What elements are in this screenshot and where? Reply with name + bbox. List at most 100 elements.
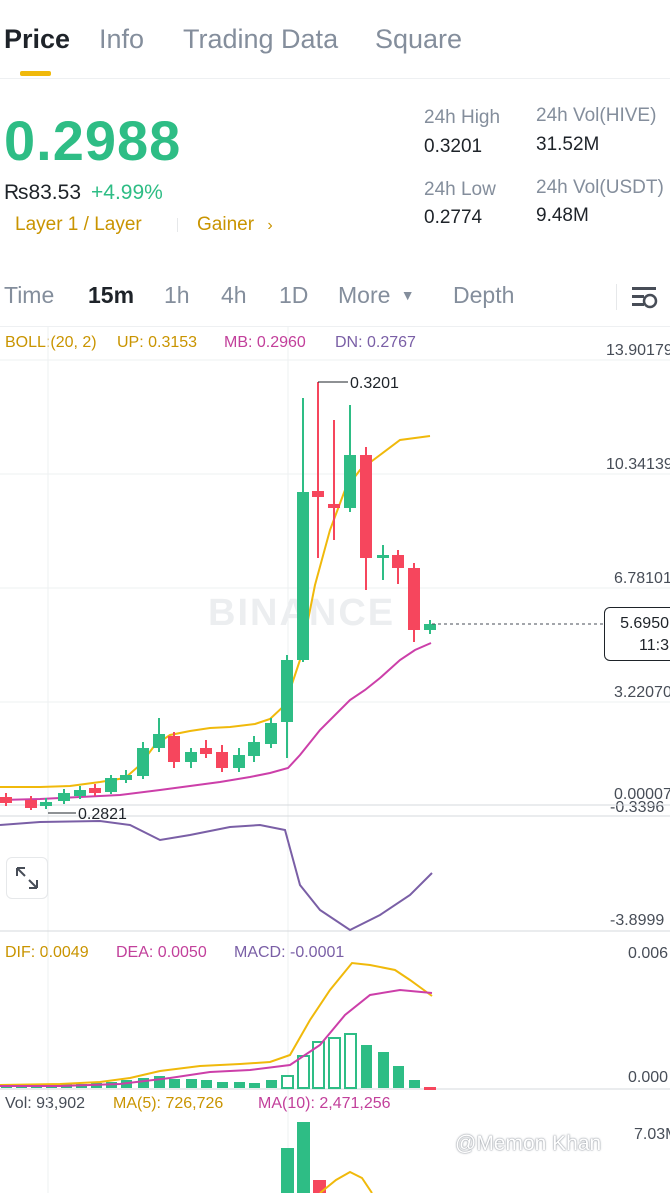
candle <box>424 620 436 634</box>
axis-main-4: 3.22070 <box>614 684 670 701</box>
candle <box>137 742 149 779</box>
active-tab-indicator <box>20 71 51 76</box>
vol-value: Vol: 93,902 <box>5 1095 86 1112</box>
macd-bar <box>281 1075 294 1089</box>
volume-bar <box>297 1122 310 1193</box>
candle-body <box>153 734 165 748</box>
candles <box>0 382 436 810</box>
macd-bar <box>297 1055 310 1089</box>
timeframe-more-label: More <box>338 282 391 308</box>
timeframe-15m[interactable]: 15m <box>88 282 135 308</box>
axis-main-1: 13.90179 <box>606 342 670 359</box>
high-label: 24h High <box>424 107 501 128</box>
boll-middle-line <box>0 642 432 801</box>
current-price-time: 11:3 <box>639 637 669 654</box>
macd-bar <box>217 1082 228 1088</box>
timeframe-depth[interactable]: Depth <box>453 282 515 308</box>
candle <box>297 398 309 662</box>
candle-body <box>89 788 101 793</box>
candle <box>216 745 228 772</box>
candle-body <box>297 492 309 660</box>
macd-bar <box>234 1082 245 1088</box>
macd-dif-line <box>0 961 433 1086</box>
chevron-right-icon: › <box>267 217 273 234</box>
volume-bar <box>281 1148 294 1193</box>
axis-sub-1: -0.3396 <box>610 799 665 816</box>
macd-dea: DEA: 0.0050 <box>116 944 207 961</box>
timeframe-time[interactable]: Time <box>4 282 55 308</box>
candle <box>408 563 420 642</box>
expand-chart-button[interactable] <box>6 857 48 899</box>
candle <box>153 718 165 752</box>
vol-quote-value: 9.48M <box>536 205 589 226</box>
candle-body <box>120 775 132 780</box>
boll-up: UP: 0.3153 <box>117 334 198 351</box>
gainer-tag-label: Gainer <box>197 214 255 235</box>
top-tabs: Price Info Trading Data Square <box>0 0 670 79</box>
candle <box>40 798 52 809</box>
panel-separators <box>0 804 670 1090</box>
macd-bar <box>378 1052 389 1088</box>
candle <box>281 655 293 758</box>
tab-trading-data[interactable]: Trading Data <box>183 24 339 54</box>
timeframe-more[interactable]: More ▼ <box>338 282 415 309</box>
candle-body <box>200 748 212 754</box>
high-annotation: 0.3201 <box>350 375 399 392</box>
macd-bar <box>328 1037 341 1089</box>
vol-base-value: 31.52M <box>536 134 600 155</box>
vol-ma10: MA(10): 2,471,256 <box>258 1095 391 1112</box>
low-label: 24h Low <box>424 179 496 200</box>
candle-body <box>248 742 260 756</box>
axis-vol-1: 7.03M <box>634 1126 670 1143</box>
candle <box>200 740 212 758</box>
axis-macd-2: 0.000 <box>628 1069 669 1086</box>
vol-ma5: MA(5): 726,726 <box>113 1095 224 1112</box>
candle-body <box>265 723 277 744</box>
candle-body <box>137 748 149 776</box>
candle-body <box>74 790 86 796</box>
candle-body <box>408 568 420 630</box>
macd-bar <box>361 1045 372 1088</box>
gainer-tag[interactable]: Gainer › <box>197 214 273 236</box>
timeframe-1d[interactable]: 1D <box>279 282 309 308</box>
candle-body <box>281 660 293 722</box>
timeframe-4h[interactable]: 4h <box>221 282 247 308</box>
macd-bar <box>312 1041 325 1089</box>
candle <box>265 718 277 748</box>
vol-quote-label: 24h Vol(USDT) <box>536 177 664 198</box>
candle <box>377 545 389 580</box>
macd-dea-line <box>0 988 433 1087</box>
volume-bar <box>313 1180 326 1193</box>
axis-main-3: 6.78101 <box>614 570 670 587</box>
tab-info[interactable]: Info <box>99 24 145 54</box>
candle-body <box>105 778 117 792</box>
category-tag[interactable]: Layer 1 / Layer <box>15 214 142 235</box>
low-value: 0.2774 <box>424 207 483 228</box>
candle-body <box>168 736 180 762</box>
candle-body <box>360 455 372 558</box>
candle-body <box>216 752 228 768</box>
macd-bar <box>409 1080 420 1088</box>
current-price-box[interactable]: 5.6950 11:3 <box>604 607 670 661</box>
tag-divider <box>177 218 178 232</box>
candle-body <box>40 802 52 806</box>
macd-value: MACD: -0.0001 <box>234 944 345 961</box>
macd-bar <box>169 1079 180 1088</box>
chart-settings-icon[interactable] <box>632 287 658 309</box>
tab-square[interactable]: Square <box>375 24 463 54</box>
macd-bar <box>154 1076 165 1088</box>
toolbar-divider <box>616 284 617 310</box>
candle <box>392 550 404 584</box>
candle-body <box>58 793 70 801</box>
axis-main-5: 0.00007 <box>614 786 670 803</box>
volume-bars <box>281 1122 326 1193</box>
fiat-price: ₨83.53 <box>4 181 81 204</box>
vol-ma5-line <box>319 1170 373 1193</box>
tab-price[interactable]: Price <box>4 24 71 54</box>
boll-dn: DN: 0.2767 <box>335 334 416 351</box>
candle <box>185 748 197 768</box>
candle-body <box>424 624 436 630</box>
timeframe-1h[interactable]: 1h <box>164 282 190 308</box>
candle-body <box>312 491 324 497</box>
